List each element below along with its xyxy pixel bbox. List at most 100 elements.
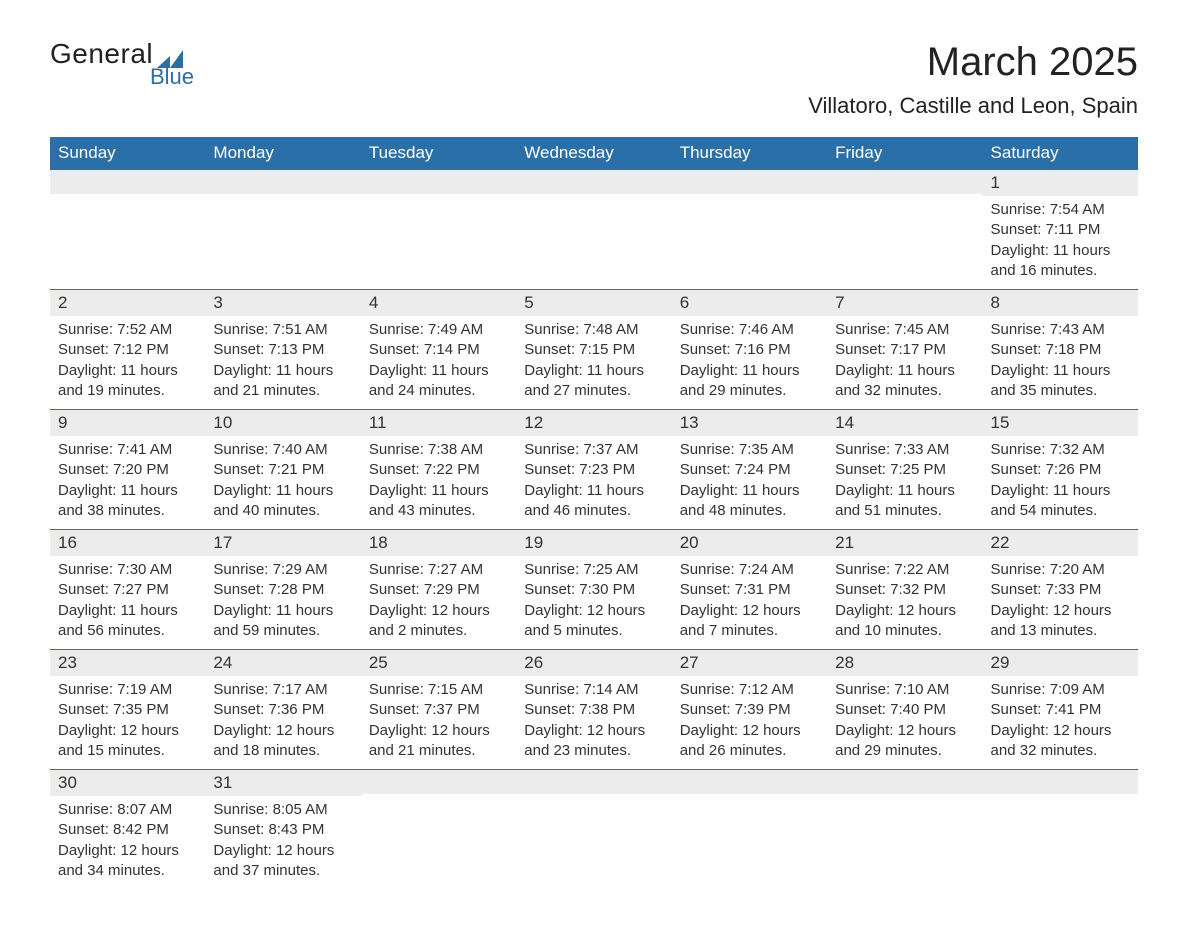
sunrise-text: Sunrise: 7:41 AM xyxy=(58,440,197,460)
sunrise-text: Sunrise: 7:49 AM xyxy=(369,320,508,340)
sunset-text: Sunset: 7:38 PM xyxy=(524,700,663,720)
sunset-text: Sunset: 7:11 PM xyxy=(991,220,1130,240)
day-data: Sunrise: 7:22 AMSunset: 7:32 PMDaylight:… xyxy=(827,556,982,649)
daylight-text: Daylight: 12 hours and 10 minutes. xyxy=(835,601,974,642)
sunrise-text: Sunrise: 7:19 AM xyxy=(58,680,197,700)
day-cell: 9Sunrise: 7:41 AMSunset: 7:20 PMDaylight… xyxy=(50,410,205,530)
calendar-table: Sunday Monday Tuesday Wednesday Thursday… xyxy=(50,137,1138,889)
daylight-text: Daylight: 11 hours and 54 minutes. xyxy=(991,481,1130,522)
daylight-text: Daylight: 12 hours and 5 minutes. xyxy=(524,601,663,642)
sunset-text: Sunset: 7:30 PM xyxy=(524,580,663,600)
sunset-text: Sunset: 8:42 PM xyxy=(58,820,197,840)
day-cell: 19Sunrise: 7:25 AMSunset: 7:30 PMDayligh… xyxy=(516,530,671,650)
daylight-text: Daylight: 11 hours and 35 minutes. xyxy=(991,361,1130,402)
day-cell: 7Sunrise: 7:45 AMSunset: 7:17 PMDaylight… xyxy=(827,290,982,410)
day-data: Sunrise: 8:07 AMSunset: 8:42 PMDaylight:… xyxy=(50,796,205,889)
day-data: Sunrise: 7:38 AMSunset: 7:22 PMDaylight:… xyxy=(361,436,516,529)
daylight-text: Daylight: 12 hours and 34 minutes. xyxy=(58,841,197,882)
week-row: 30Sunrise: 8:07 AMSunset: 8:42 PMDayligh… xyxy=(50,770,1138,890)
day-data: Sunrise: 7:12 AMSunset: 7:39 PMDaylight:… xyxy=(672,676,827,769)
day-number: 4 xyxy=(361,290,516,316)
day-number: 29 xyxy=(983,650,1138,676)
sunset-text: Sunset: 8:43 PM xyxy=(213,820,352,840)
day-data: Sunrise: 7:37 AMSunset: 7:23 PMDaylight:… xyxy=(516,436,671,529)
daylight-text: Daylight: 11 hours and 51 minutes. xyxy=(835,481,974,522)
day-number xyxy=(827,170,982,194)
day-data: Sunrise: 7:24 AMSunset: 7:31 PMDaylight:… xyxy=(672,556,827,649)
day-number: 16 xyxy=(50,530,205,556)
daylight-text: Daylight: 12 hours and 13 minutes. xyxy=(991,601,1130,642)
day-cell: 18Sunrise: 7:27 AMSunset: 7:29 PMDayligh… xyxy=(361,530,516,650)
day-number xyxy=(361,770,516,794)
day-number: 19 xyxy=(516,530,671,556)
day-cell: 17Sunrise: 7:29 AMSunset: 7:28 PMDayligh… xyxy=(205,530,360,650)
sunrise-text: Sunrise: 7:14 AM xyxy=(524,680,663,700)
day-cell: 2Sunrise: 7:52 AMSunset: 7:12 PMDaylight… xyxy=(50,290,205,410)
day-data: Sunrise: 7:10 AMSunset: 7:40 PMDaylight:… xyxy=(827,676,982,769)
day-cell: 10Sunrise: 7:40 AMSunset: 7:21 PMDayligh… xyxy=(205,410,360,530)
sunset-text: Sunset: 7:15 PM xyxy=(524,340,663,360)
day-number: 26 xyxy=(516,650,671,676)
day-cell: 22Sunrise: 7:20 AMSunset: 7:33 PMDayligh… xyxy=(983,530,1138,650)
day-data xyxy=(827,194,982,264)
location: Villatoro, Castille and Leon, Spain xyxy=(808,93,1138,119)
daylight-text: Daylight: 11 hours and 24 minutes. xyxy=(369,361,508,402)
day-header: Thursday xyxy=(672,137,827,170)
day-number: 13 xyxy=(672,410,827,436)
logo: General Blue xyxy=(50,40,194,88)
day-data: Sunrise: 7:49 AMSunset: 7:14 PMDaylight:… xyxy=(361,316,516,409)
day-number: 11 xyxy=(361,410,516,436)
day-cell: 21Sunrise: 7:22 AMSunset: 7:32 PMDayligh… xyxy=(827,530,982,650)
daylight-text: Daylight: 12 hours and 18 minutes. xyxy=(213,721,352,762)
day-number: 20 xyxy=(672,530,827,556)
day-data: Sunrise: 7:48 AMSunset: 7:15 PMDaylight:… xyxy=(516,316,671,409)
sunrise-text: Sunrise: 7:51 AM xyxy=(213,320,352,340)
sunrise-text: Sunrise: 7:35 AM xyxy=(680,440,819,460)
day-number: 28 xyxy=(827,650,982,676)
day-number: 27 xyxy=(672,650,827,676)
daylight-text: Daylight: 12 hours and 37 minutes. xyxy=(213,841,352,882)
day-cell: 4Sunrise: 7:49 AMSunset: 7:14 PMDaylight… xyxy=(361,290,516,410)
day-cell: 23Sunrise: 7:19 AMSunset: 7:35 PMDayligh… xyxy=(50,650,205,770)
daylight-text: Daylight: 11 hours and 46 minutes. xyxy=(524,481,663,522)
day-number: 22 xyxy=(983,530,1138,556)
day-data: Sunrise: 7:41 AMSunset: 7:20 PMDaylight:… xyxy=(50,436,205,529)
sunset-text: Sunset: 7:36 PM xyxy=(213,700,352,720)
day-cell: 13Sunrise: 7:35 AMSunset: 7:24 PMDayligh… xyxy=(672,410,827,530)
day-number: 2 xyxy=(50,290,205,316)
day-data xyxy=(516,794,671,864)
day-cell: 26Sunrise: 7:14 AMSunset: 7:38 PMDayligh… xyxy=(516,650,671,770)
day-number: 30 xyxy=(50,770,205,796)
day-number: 3 xyxy=(205,290,360,316)
daylight-text: Daylight: 11 hours and 27 minutes. xyxy=(524,361,663,402)
sunrise-text: Sunrise: 7:40 AM xyxy=(213,440,352,460)
sunset-text: Sunset: 7:39 PM xyxy=(680,700,819,720)
day-cell: 1Sunrise: 7:54 AMSunset: 7:11 PMDaylight… xyxy=(983,170,1138,290)
daylight-text: Daylight: 12 hours and 29 minutes. xyxy=(835,721,974,762)
daylight-text: Daylight: 12 hours and 32 minutes. xyxy=(991,721,1130,762)
day-cell: 16Sunrise: 7:30 AMSunset: 7:27 PMDayligh… xyxy=(50,530,205,650)
day-header: Monday xyxy=(205,137,360,170)
day-data: Sunrise: 7:51 AMSunset: 7:13 PMDaylight:… xyxy=(205,316,360,409)
day-data: Sunrise: 7:32 AMSunset: 7:26 PMDaylight:… xyxy=(983,436,1138,529)
sunset-text: Sunset: 7:25 PM xyxy=(835,460,974,480)
day-cell xyxy=(361,770,516,890)
day-data xyxy=(361,194,516,264)
day-number xyxy=(361,170,516,194)
day-number: 18 xyxy=(361,530,516,556)
week-row: 16Sunrise: 7:30 AMSunset: 7:27 PMDayligh… xyxy=(50,530,1138,650)
day-cell xyxy=(516,770,671,890)
day-data: Sunrise: 7:25 AMSunset: 7:30 PMDaylight:… xyxy=(516,556,671,649)
day-number xyxy=(516,770,671,794)
daylight-text: Daylight: 11 hours and 56 minutes. xyxy=(58,601,197,642)
day-number xyxy=(50,170,205,194)
day-data: Sunrise: 7:45 AMSunset: 7:17 PMDaylight:… xyxy=(827,316,982,409)
daylight-text: Daylight: 12 hours and 15 minutes. xyxy=(58,721,197,762)
sunset-text: Sunset: 7:40 PM xyxy=(835,700,974,720)
day-number xyxy=(983,770,1138,794)
header: General Blue March 2025 Villatoro, Casti… xyxy=(50,40,1138,119)
daylight-text: Daylight: 12 hours and 21 minutes. xyxy=(369,721,508,762)
sunset-text: Sunset: 7:32 PM xyxy=(835,580,974,600)
sunset-text: Sunset: 7:20 PM xyxy=(58,460,197,480)
day-number: 8 xyxy=(983,290,1138,316)
